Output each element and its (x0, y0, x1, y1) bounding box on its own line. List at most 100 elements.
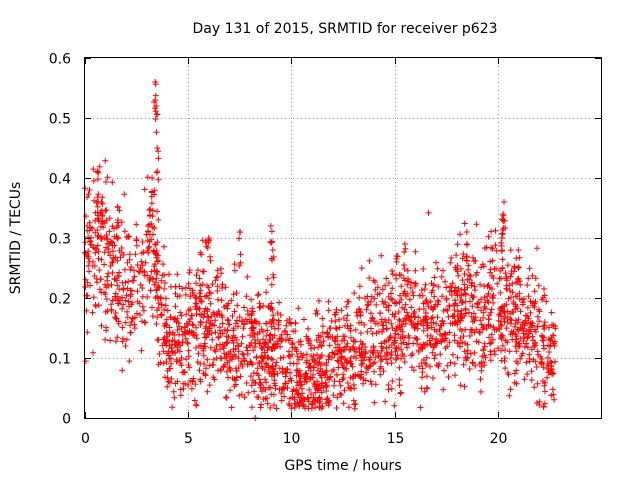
data-point (221, 361, 228, 368)
data-point (384, 351, 391, 357)
data-point (504, 319, 511, 326)
data-point (192, 381, 199, 388)
data-point (119, 294, 125, 301)
data-point (225, 350, 232, 357)
data-point (318, 352, 325, 359)
data-point (512, 331, 519, 338)
data-point (85, 234, 92, 241)
data-point (138, 347, 145, 354)
data-point (262, 376, 268, 383)
data-point (104, 174, 111, 181)
data-point (124, 314, 131, 321)
data-point (107, 337, 114, 344)
data-point (173, 358, 180, 365)
data-point (95, 255, 102, 262)
data-point (254, 394, 261, 400)
data-point (307, 363, 314, 370)
data-point (205, 239, 212, 246)
data-point (363, 363, 370, 370)
data-point (210, 356, 217, 363)
data-point (392, 356, 399, 363)
data-point (229, 356, 235, 363)
data-point (311, 344, 318, 351)
data-point (226, 364, 233, 371)
data-point (92, 229, 99, 236)
data-point (293, 372, 300, 379)
data-point (172, 283, 179, 290)
data-point (454, 268, 461, 275)
data-point (206, 362, 213, 369)
data-point (454, 354, 461, 361)
data-point (230, 346, 237, 353)
data-point (207, 253, 213, 260)
data-point (187, 285, 193, 292)
data-point (440, 386, 447, 393)
data-point (435, 298, 442, 305)
data-point (115, 320, 122, 327)
data-point (427, 363, 433, 370)
data-point (127, 293, 134, 300)
data-point (529, 302, 536, 309)
data-point (112, 254, 119, 261)
data-point (320, 338, 327, 344)
data-point (401, 359, 408, 365)
data-point (504, 308, 511, 315)
data-point (139, 303, 146, 310)
data-point (333, 405, 340, 411)
data-point (356, 294, 363, 301)
data-point (247, 342, 254, 349)
data-point (523, 328, 530, 335)
data-point (379, 286, 386, 293)
data-point (536, 318, 543, 325)
data-point (196, 367, 203, 374)
data-point (385, 317, 392, 323)
data-point (230, 332, 237, 339)
data-point (377, 310, 384, 316)
data-point (367, 378, 374, 385)
data-point (550, 370, 557, 377)
data-point (151, 267, 158, 274)
data-point (357, 330, 364, 337)
data-point (444, 362, 451, 369)
data-point (109, 248, 116, 255)
data-point (178, 326, 185, 332)
data-point (154, 307, 161, 314)
data-point (501, 358, 508, 364)
data-point (291, 396, 298, 403)
data-point (504, 314, 511, 321)
data-point (293, 386, 300, 393)
data-point (207, 290, 214, 297)
data-point (459, 339, 466, 346)
data-point (350, 338, 357, 345)
data-point (289, 341, 296, 348)
data-point (260, 328, 266, 335)
data-point (116, 247, 123, 254)
data-point (179, 285, 186, 292)
data-point (412, 267, 419, 274)
data-point (107, 263, 114, 269)
data-point (112, 310, 119, 316)
data-point (206, 323, 213, 330)
data-point (192, 303, 199, 310)
data-point (138, 258, 145, 265)
data-point (392, 348, 399, 355)
data-point (103, 217, 110, 224)
data-point (189, 312, 196, 319)
data-point (231, 261, 238, 268)
data-point (196, 275, 203, 282)
data-point (342, 344, 348, 351)
data-point (414, 336, 421, 343)
data-point (540, 337, 547, 344)
data-point (341, 337, 348, 344)
data-point (306, 386, 313, 393)
data-point (416, 363, 423, 370)
data-point (218, 312, 225, 319)
data-point (213, 274, 220, 281)
data-point (429, 287, 436, 294)
data-point (227, 353, 234, 360)
data-point (178, 312, 185, 319)
data-point (257, 303, 264, 310)
data-point (443, 295, 450, 302)
data-point (432, 352, 439, 359)
data-point (84, 329, 91, 336)
